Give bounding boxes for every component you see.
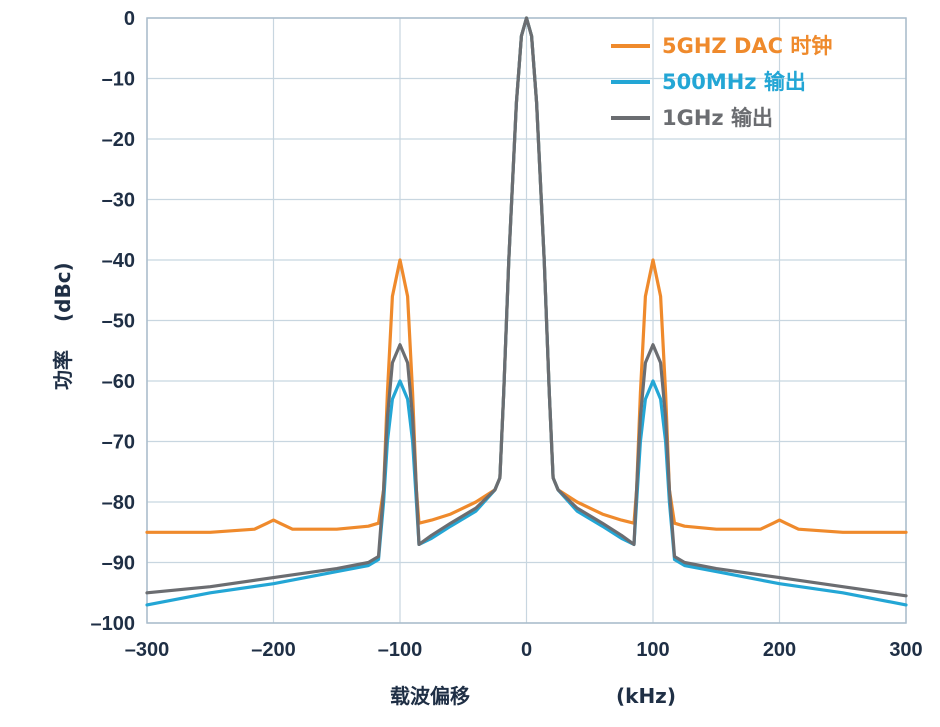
series-line-1ghz-output xyxy=(145,16,908,598)
x-tick-label: 300 xyxy=(889,639,922,661)
y-tick-label: –100 xyxy=(91,613,136,635)
y-axis-title: 功率 xyxy=(51,350,75,390)
x-tick-labels: –300 –200 –100 0 100 200 300 xyxy=(125,639,923,661)
x-tick-label: –300 xyxy=(125,639,170,661)
y-axis-title-group: 功率 (dBc) xyxy=(51,262,75,390)
legend-label-1ghz-output: 1GHz 输出 xyxy=(662,106,773,130)
legend: 5GHZ DAC 时钟 500MHz 输出 1GHz 输出 xyxy=(611,34,832,130)
x-tick-label: –200 xyxy=(251,639,296,661)
x-tick-label: 100 xyxy=(636,639,669,661)
y-tick-label: –30 xyxy=(102,190,135,212)
x-tick-label: 200 xyxy=(763,639,796,661)
y-tick-label: 0 xyxy=(124,8,135,30)
y-tick-label: –10 xyxy=(102,69,135,91)
x-axis-unit: (kHz) xyxy=(616,684,676,708)
y-tick-labels: 0 –10 –20 –30 –40 –50 –60 –70 –80 –90 –100 xyxy=(91,8,136,635)
y-tick-label: –70 xyxy=(102,432,135,454)
y-axis-unit: (dBc) xyxy=(51,262,75,322)
x-tick-label: 0 xyxy=(521,639,532,661)
x-axis-title: 载波偏移 xyxy=(390,684,470,708)
y-tick-label: –20 xyxy=(102,129,135,151)
legend-label-500mhz-output: 500MHz 输出 xyxy=(662,70,806,94)
y-tick-label: –50 xyxy=(102,311,135,333)
y-tick-label: –80 xyxy=(102,492,135,514)
y-tick-label: –90 xyxy=(102,553,135,575)
x-tick-label: –100 xyxy=(378,639,423,661)
legend-label-dac-clock: 5GHZ DAC 时钟 xyxy=(662,34,832,58)
y-tick-label: –40 xyxy=(102,250,135,272)
series-layer xyxy=(145,16,908,607)
y-tick-label: –60 xyxy=(102,371,135,393)
